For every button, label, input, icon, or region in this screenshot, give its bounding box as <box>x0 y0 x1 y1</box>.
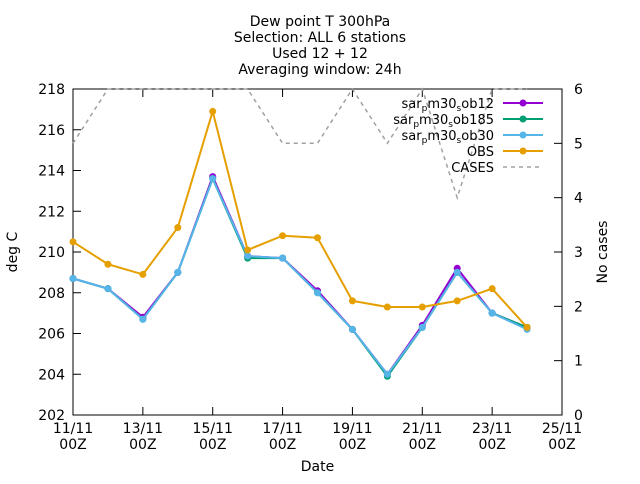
y2-tick-label: 2 <box>574 299 583 315</box>
series-line-3 <box>72 107 528 329</box>
y-tick-label: 212 <box>38 204 65 220</box>
y-tick-label: 216 <box>38 123 65 139</box>
legend: sarpm30sob12sarpm30sob185sarpm30sob30OBS… <box>393 97 543 176</box>
legend-label-1: sarpm30sob185 <box>393 113 494 130</box>
legend-marker-3 <box>519 147 527 155</box>
series-point-3-9 <box>383 303 391 311</box>
series-line-4 <box>72 87 528 201</box>
series-line-1 <box>72 176 528 378</box>
x-tick-label: 21/11 <box>402 421 442 437</box>
y-tick-label: 218 <box>38 82 65 98</box>
y-tick-label: 202 <box>38 408 65 424</box>
legend-marker-1 <box>519 115 527 123</box>
series-point-2-0 <box>69 274 77 282</box>
x-tick-label-hour: 00Z <box>409 437 436 453</box>
series-point-3-7 <box>314 234 321 242</box>
x-tick-label: 19/11 <box>332 421 372 437</box>
y-axis-label: deg C <box>5 231 21 272</box>
series-point-2-10 <box>418 323 426 331</box>
series-point-3-13 <box>523 323 531 331</box>
series-point-3-6 <box>279 232 287 240</box>
y2-axis-ticks: 0 1 2 3 4 5 6 <box>554 82 583 424</box>
series-point-3-10 <box>418 303 426 311</box>
legend-label-2: sarpm30sob30 <box>402 129 494 146</box>
y-tick-label: 204 <box>38 367 65 383</box>
legend-marker-2 <box>519 131 527 139</box>
series-point-2-11 <box>453 268 461 276</box>
legend-label-3: OBS <box>467 145 494 160</box>
x-tick-label: 15/11 <box>193 421 233 437</box>
series-point-2-2 <box>139 315 147 323</box>
series-point-2-6 <box>279 254 287 262</box>
series-point-3-4 <box>209 107 217 115</box>
title-line-4: Averaging window: 24h <box>238 62 401 78</box>
legend-marker-0 <box>519 99 527 107</box>
legend-label-4: CASES <box>451 161 494 176</box>
x-tick-label-hour: 00Z <box>269 437 296 453</box>
series-line-2 <box>72 176 528 376</box>
y2-tick-label: 3 <box>574 245 583 261</box>
title-line-3: Used 12 + 12 <box>272 46 368 62</box>
y2-axis-label: No cases <box>595 221 611 284</box>
series-point-3-8 <box>348 297 356 305</box>
series-point-3-11 <box>453 297 461 305</box>
x-axis-ticks: 11/1100Z13/1100Z15/1100Z17/1100Z19/1100Z… <box>53 89 582 453</box>
x-tick-label-hour: 00Z <box>339 437 366 453</box>
series-point-2-1 <box>104 285 112 293</box>
y-axis-ticks: 202 204 206 208 210 212 214 216 218 <box>38 82 81 424</box>
series-point-3-1 <box>104 260 112 268</box>
x-tick-label: 11/11 <box>53 421 93 437</box>
series-point-3-2 <box>139 270 147 278</box>
series-point-2-9 <box>383 370 391 378</box>
y2-tick-label: 5 <box>574 136 583 152</box>
series-point-2-3 <box>174 268 182 276</box>
series-point-3-0 <box>69 238 77 246</box>
title-line-2: Selection: ALL 6 stations <box>234 30 406 46</box>
x-tick-label: 13/11 <box>123 421 163 437</box>
series-point-2-12 <box>488 309 496 317</box>
series-point-2-4 <box>209 175 217 183</box>
title-line-1: Dew point T 300hPa <box>250 14 390 30</box>
x-tick-label-hour: 00Z <box>478 437 505 453</box>
x-tick-label: 17/11 <box>262 421 302 437</box>
y-tick-label: 214 <box>38 164 65 180</box>
series-point-2-5 <box>244 252 252 260</box>
x-tick-label: 25/11 <box>542 421 582 437</box>
x-tick-label-hour: 00Z <box>199 437 226 453</box>
y2-tick-label: 1 <box>574 354 583 370</box>
x-axis-label: Date <box>301 459 334 475</box>
legend-label-0: sarpm30sob12 <box>402 97 494 114</box>
y-tick-label: 206 <box>38 327 65 343</box>
x-tick-label-hour: 00Z <box>548 437 575 453</box>
y-tick-label: 208 <box>38 286 65 302</box>
y2-tick-label: 0 <box>574 408 583 424</box>
series-point-3-12 <box>488 285 496 293</box>
x-tick-label-hour: 00Z <box>129 437 156 453</box>
y2-tick-label: 4 <box>574 191 583 207</box>
series-group <box>69 87 531 380</box>
y-tick-label: 210 <box>38 245 65 261</box>
x-tick-label-hour: 00Z <box>59 437 86 453</box>
series-point-2-8 <box>348 325 356 333</box>
y2-tick-label: 6 <box>574 82 583 98</box>
series-point-3-5 <box>244 246 252 254</box>
x-tick-label: 23/11 <box>472 421 512 437</box>
series-point-3-3 <box>174 224 182 232</box>
series-point-2-7 <box>314 289 321 297</box>
